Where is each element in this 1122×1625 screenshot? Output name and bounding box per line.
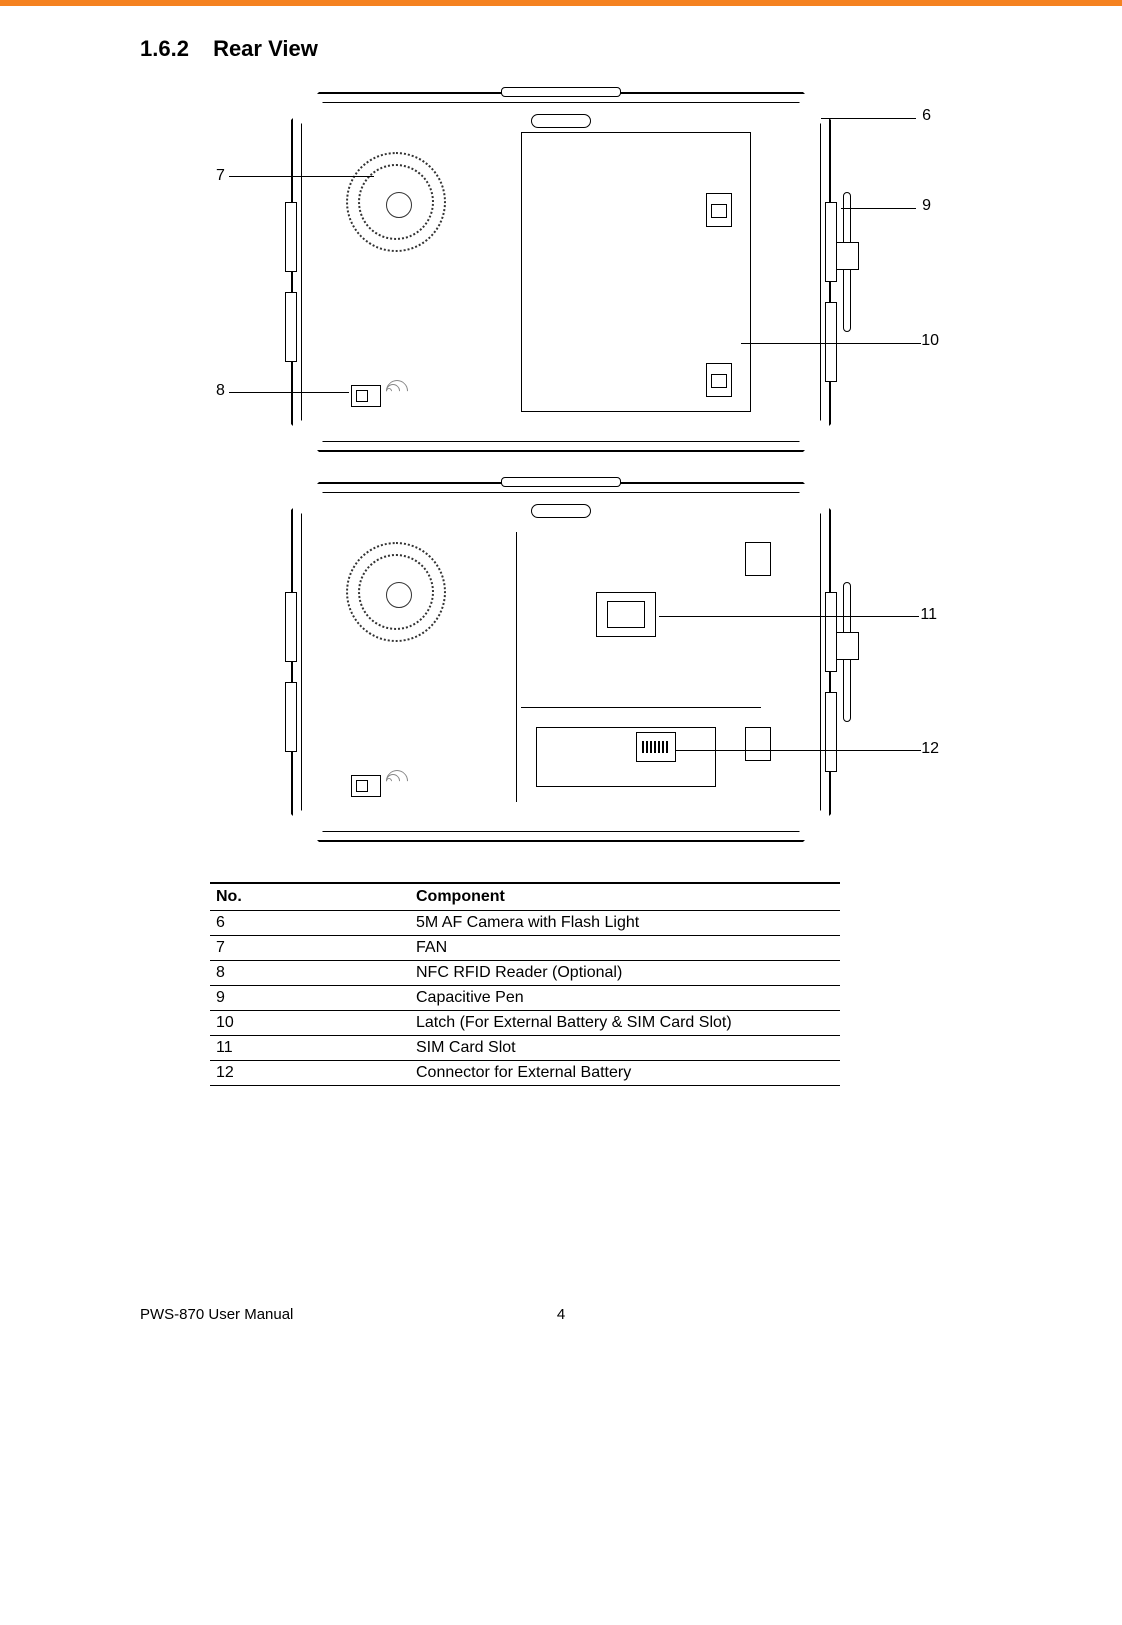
leader-7 (229, 176, 374, 177)
fan-vent-icon (346, 152, 446, 252)
table-row: 10 Latch (For External Battery & SIM Car… (210, 1011, 840, 1036)
device-outline-2 (291, 482, 831, 842)
cell-component: SIM Card Slot (410, 1036, 840, 1061)
cell-component: 5M AF Camera with Flash Light (410, 911, 840, 936)
callout-8: 8 (216, 382, 225, 400)
capacitive-pen-icon (837, 192, 857, 342)
nfc-waves-icon (386, 378, 412, 404)
leader-10 (741, 343, 921, 344)
camera-flash-slot-2 (531, 504, 591, 518)
latch-lower (706, 363, 732, 397)
callout-6: 6 (922, 107, 931, 125)
battery-bay-panel (536, 727, 716, 787)
cell-no: 9 (210, 986, 410, 1011)
cell-component: Capacitive Pen (410, 986, 840, 1011)
callout-9: 9 (922, 197, 931, 215)
cell-no: 12 (210, 1061, 410, 1086)
footer-page-number: 4 (557, 1306, 565, 1323)
col-header-no: No. (210, 883, 410, 911)
right-port-2 (825, 302, 837, 382)
table-row: 12 Connector for External Battery (210, 1061, 840, 1086)
leader-11 (659, 616, 919, 617)
table-row: 8 NFC RFID Reader (Optional) (210, 961, 840, 986)
rear-view-diagram-2: 11 12 (201, 482, 921, 842)
table-row: 9 Capacitive Pen (210, 986, 840, 1011)
nfc-reader-icon-2 (351, 775, 381, 797)
cell-component: Latch (For External Battery & SIM Card S… (410, 1011, 840, 1036)
left-port-2b (285, 682, 297, 752)
fan-vent-icon-2 (346, 542, 446, 642)
top-edge-slot-2 (501, 477, 621, 487)
table-row: 6 5M AF Camera with Flash Light (210, 911, 840, 936)
page-footer: PWS-870 User Manual 4 (0, 1306, 1122, 1353)
section-number: 1.6.2 (140, 36, 189, 61)
nfc-reader-icon (351, 385, 381, 407)
leader-12 (676, 750, 921, 751)
section-heading: 1.6.2 Rear View (140, 36, 982, 62)
capacitive-pen-icon-2 (837, 582, 857, 732)
cell-no: 10 (210, 1011, 410, 1036)
latch-upper-2 (745, 542, 771, 576)
external-battery-connector-icon (636, 732, 676, 762)
panel-divider-horizontal (521, 707, 761, 708)
callout-11: 11 (920, 606, 937, 624)
cell-component: FAN (410, 936, 840, 961)
battery-cover-panel (521, 132, 751, 412)
callout-10: 10 (921, 332, 939, 350)
left-port-1 (285, 202, 297, 272)
right-port-2b (825, 692, 837, 772)
latch-upper (706, 193, 732, 227)
page-content: 1.6.2 Rear View 6 (0, 6, 1122, 1126)
cell-component: Connector for External Battery (410, 1061, 840, 1086)
nfc-waves-icon-2 (386, 768, 412, 794)
footer-manual-title: PWS-870 User Manual (140, 1306, 293, 1323)
leader-9 (841, 208, 916, 209)
right-port-1 (825, 202, 837, 282)
section-title: Rear View (213, 36, 318, 61)
rear-view-diagram-1: 6 7 9 10 8 (201, 92, 921, 452)
device-outline (291, 92, 831, 452)
table-row: 7 FAN (210, 936, 840, 961)
cell-no: 8 (210, 961, 410, 986)
callout-12: 12 (921, 740, 939, 758)
table-row: 11 SIM Card Slot (210, 1036, 840, 1061)
col-header-component: Component (410, 883, 840, 911)
camera-flash-slot (531, 114, 591, 128)
callout-7: 7 (216, 167, 225, 185)
sim-card-slot-icon (596, 592, 656, 637)
leader-6 (821, 118, 916, 119)
right-port-1b (825, 592, 837, 672)
latch-lower-2 (745, 727, 771, 761)
cell-no: 11 (210, 1036, 410, 1061)
left-port-1b (285, 592, 297, 662)
panel-divider-vertical (516, 532, 517, 802)
cell-no: 7 (210, 936, 410, 961)
top-edge-slot (501, 87, 621, 97)
table-header-row: No. Component (210, 883, 840, 911)
cell-no: 6 (210, 911, 410, 936)
leader-8 (229, 392, 349, 393)
cell-component: NFC RFID Reader (Optional) (410, 961, 840, 986)
components-table: No. Component 6 5M AF Camera with Flash … (210, 882, 840, 1086)
left-port-2 (285, 292, 297, 362)
